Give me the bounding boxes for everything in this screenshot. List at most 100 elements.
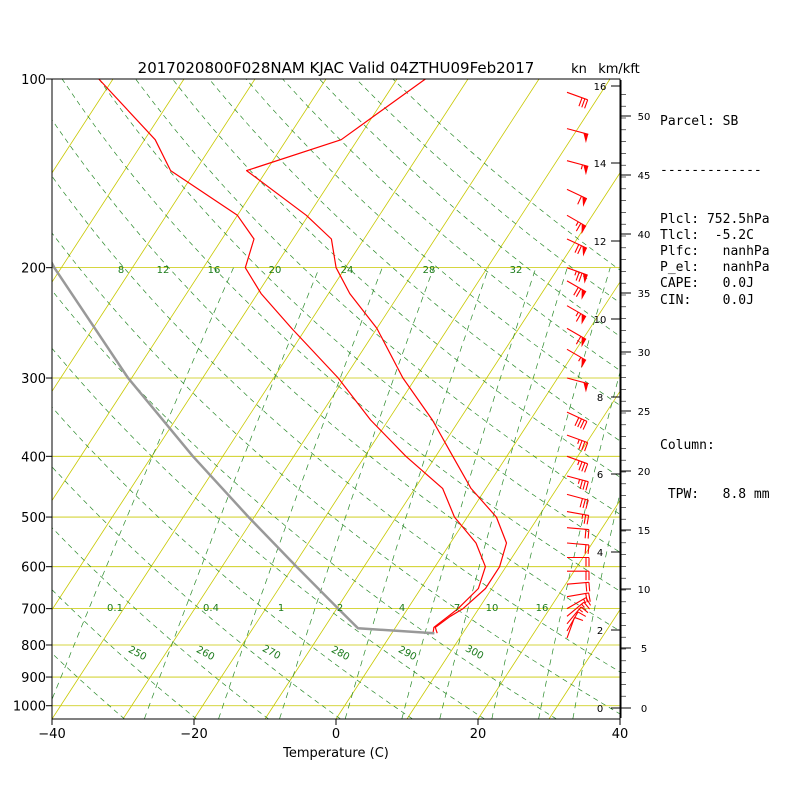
isotherm-line [193, 79, 611, 719]
wind-barb [566, 411, 588, 430]
dry-adiabat-line [52, 289, 557, 719]
x-tick-label: 40 [612, 727, 629, 742]
barb-full [588, 582, 591, 592]
y-tick-label: 800 [21, 639, 46, 654]
y-tick-label: 600 [21, 561, 46, 576]
column-param-list: TPW: 8.8 mm [660, 487, 770, 503]
barb-full [585, 593, 588, 603]
isotherm-line [122, 79, 540, 719]
kft-tick-label: 15 [638, 526, 651, 537]
barb-full [584, 442, 589, 452]
mixing-ratio-label: 1 [278, 603, 284, 614]
wind-barb [566, 377, 589, 393]
barb-staff [566, 493, 589, 501]
dry-adiabat-label: 300 [463, 643, 485, 662]
parcel-param-value: 0.0J [691, 292, 754, 308]
wind-barb [566, 527, 590, 539]
barb-staff [566, 597, 587, 610]
km-tick-label: 4 [597, 548, 603, 559]
km-tick-label: 12 [594, 237, 607, 248]
isotherm-line [52, 79, 327, 502]
mixing-ratio-label: 2 [337, 603, 343, 614]
barb-flag [581, 314, 587, 325]
dewpoint-profile [98, 79, 486, 634]
dry-adiabat-line [61, 79, 620, 592]
barb-full [573, 287, 579, 296]
parcel-param-value: nanhPa [699, 260, 770, 276]
wind-barb [566, 611, 587, 632]
barb-full [586, 515, 590, 525]
parcel-param-value: nanhPa [699, 243, 770, 259]
isotherm-line [52, 79, 398, 611]
temperature-profile [246, 79, 508, 634]
dry-adiabat-line [52, 717, 53, 719]
x-tick-label: −20 [180, 727, 207, 742]
barb-staff [566, 592, 589, 598]
mixing-ratio-line [439, 267, 568, 719]
wind-barb [567, 556, 590, 567]
x-tick-label: 0 [332, 727, 340, 742]
parcel-param-row: Tlcl: -5.2C [660, 228, 770, 244]
barb-full [574, 244, 580, 253]
barb-staff [566, 280, 587, 293]
mixing-ratio-label-upper: 28 [423, 265, 436, 276]
mixing-ratio-line [491, 267, 611, 719]
barb-full [584, 463, 589, 473]
wind-barb [567, 570, 590, 581]
barb-full [582, 480, 586, 490]
barb-staff [566, 581, 589, 585]
parcel-title: Parcel: SB [660, 114, 739, 130]
wind-barb [566, 434, 589, 452]
barb-half [578, 357, 582, 362]
barb-staff [566, 606, 582, 625]
mixing-ratio-label: 4 [399, 603, 405, 614]
wind-barb [566, 160, 589, 176]
barb-full [583, 601, 591, 610]
parcel-param-label: Plfc: [660, 243, 700, 259]
isotherm-line [548, 609, 620, 719]
x-tick-label: −40 [38, 727, 65, 742]
barb-half [575, 221, 579, 226]
km-tick-label: 10 [594, 315, 607, 326]
barb-full [577, 418, 582, 428]
wind-barb [566, 305, 587, 325]
barb-staff [566, 601, 585, 617]
barb-flag [583, 132, 589, 143]
barb-full [583, 514, 587, 524]
wind-barb [566, 542, 590, 554]
wind-barb [566, 606, 589, 625]
parcel-param-row: Plfc: nanhPa [660, 244, 770, 260]
barb-staff [566, 411, 588, 422]
mixing-ratio-label: 0.4 [203, 603, 219, 614]
mixing-ratio-label: 16 [536, 603, 549, 614]
barb-full [577, 611, 587, 617]
barb-half [577, 460, 580, 466]
dry-adiabat-label: 270 [260, 643, 282, 662]
barb-flag [581, 336, 587, 348]
dry-adiabat-line [208, 79, 620, 442]
parcel-param-row: Plcl: 752.5hPa [660, 212, 770, 228]
barb-full [577, 195, 582, 205]
barb-full [575, 223, 582, 232]
barb-half [577, 479, 581, 484]
dry-adiabat-line [52, 232, 620, 715]
kft-tick-label: 50 [638, 112, 651, 123]
dry-adiabat-label: 280 [329, 644, 351, 663]
dry-adiabat-label: 250 [126, 644, 148, 663]
parcel-param-value: 752.5hPa [699, 211, 770, 227]
kft-tick-label: 25 [638, 407, 651, 418]
y-tick-label: 500 [21, 511, 46, 526]
barb-full [579, 479, 583, 489]
wind-barb [566, 267, 588, 284]
barb-staff [566, 434, 588, 444]
kft-tick-label: 5 [641, 644, 647, 655]
barb-staff [566, 475, 589, 483]
kft-tick-label: 30 [638, 348, 651, 359]
barb-full [578, 440, 583, 450]
unit-kmkft-label: km/kft [598, 62, 640, 77]
barb-full [577, 245, 582, 255]
barb-flag [583, 165, 589, 176]
barb-flag [582, 273, 588, 284]
barb-staff [566, 611, 579, 632]
